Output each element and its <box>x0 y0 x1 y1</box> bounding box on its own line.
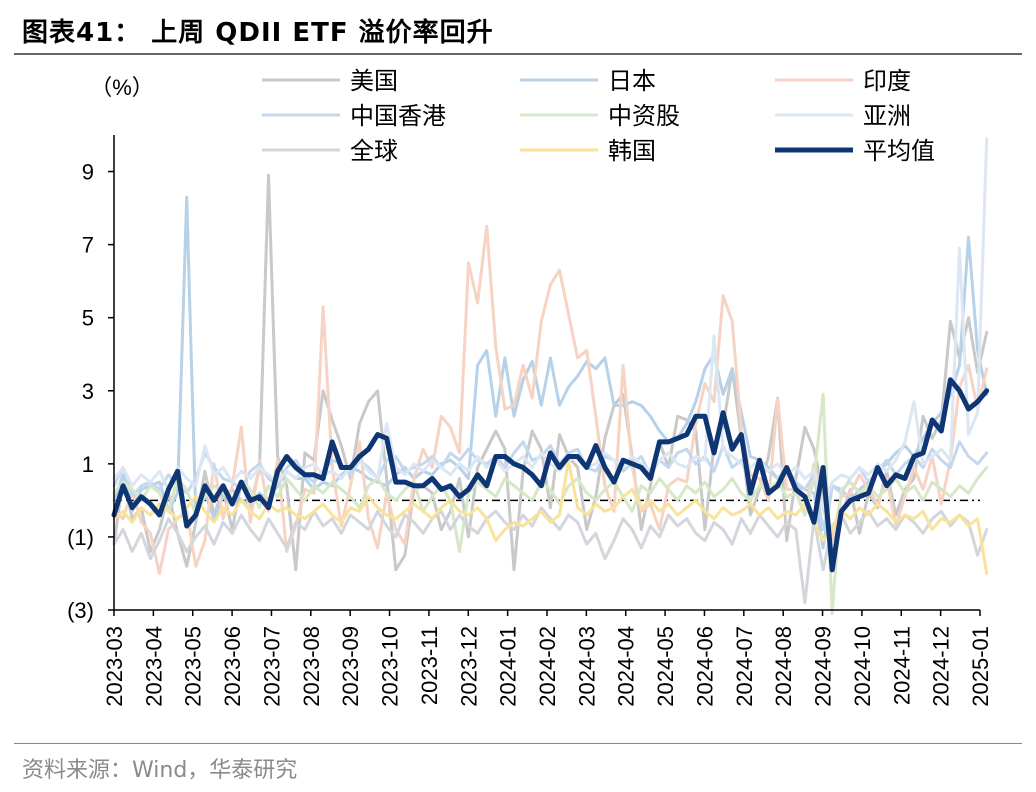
x-tick-label: 2023-06 <box>220 626 245 707</box>
y-tick-label: 5 <box>82 306 94 331</box>
source-divider <box>14 743 1022 744</box>
legend-label-2: 印度 <box>863 67 911 95</box>
series-line-5 <box>112 137 989 510</box>
series-line-4 <box>112 392 989 616</box>
y-axis-unit-label: （%） <box>90 75 154 100</box>
x-tick-label: 2023-03 <box>102 626 127 707</box>
y-tick-label: 3 <box>82 379 94 404</box>
x-tick-label: 2023-04 <box>141 626 166 707</box>
x-tick-label: 2023-07 <box>259 626 284 707</box>
line-chart: 9 7 5 3 1 (1) (3) 2023-03 2023-04 2023-05 2023-06 2… <box>67 67 993 707</box>
x-tick-label: 2023-10 <box>378 626 403 707</box>
chart-title: 图表41： 上周 QDII ETF 溢价率回升 <box>22 18 494 48</box>
y-tick-label: 7 <box>82 233 94 258</box>
legend-label-6: 全球 <box>350 137 398 165</box>
series-line-8 <box>111 377 990 573</box>
legend-label-4: 中资股 <box>608 102 680 130</box>
y-tick-label: (1) <box>67 525 94 550</box>
source-note: 资料来源：Wind，华泰研究 <box>22 758 298 783</box>
series-layer <box>111 137 990 616</box>
x-tick-label: 2024-02 <box>535 626 560 707</box>
x-tick-label: 2023-11 <box>417 626 442 705</box>
axis-layer: 9 7 5 3 1 (1) (3) 2023-03 2023-04 2023-05 2023-06 2… <box>67 135 993 707</box>
title-divider <box>14 53 1022 55</box>
x-tick-label: 2024-01 <box>496 626 521 707</box>
x-tick-label: 2024-06 <box>692 626 717 707</box>
x-tick-label: 2023-09 <box>338 626 363 707</box>
x-tick-label: 2023-05 <box>181 626 206 707</box>
x-tick-label: 2023-12 <box>456 626 481 707</box>
legend-label-8: 平均值 <box>863 137 935 165</box>
legend-label-0: 美国 <box>350 67 398 95</box>
x-tick-label: 2024-11 <box>889 626 914 705</box>
y-tick-label: 9 <box>82 160 94 185</box>
x-tick-label: 2024-10 <box>850 626 875 707</box>
x-tick-label: 2024-05 <box>653 626 678 707</box>
legend-label-1: 日本 <box>608 67 656 95</box>
x-tick-label: 2024-09 <box>811 626 836 707</box>
x-tick-label: 2024-07 <box>732 626 757 707</box>
x-tick-label: 2025-01 <box>968 626 993 707</box>
legend-label-7: 韩国 <box>608 137 656 165</box>
legend-label-3: 中国香港 <box>350 102 446 130</box>
x-tick-label: 2023-08 <box>299 626 324 707</box>
y-tick-label: 1 <box>82 452 94 477</box>
y-tick-label: (3) <box>67 598 94 623</box>
legend-label-5: 亚洲 <box>863 102 911 130</box>
x-tick-label: 2024-08 <box>771 626 796 707</box>
x-tick-label: 2024-03 <box>574 626 599 707</box>
x-tick-label: 2024-04 <box>614 626 639 707</box>
x-tick-label: 2024-12 <box>929 626 954 707</box>
